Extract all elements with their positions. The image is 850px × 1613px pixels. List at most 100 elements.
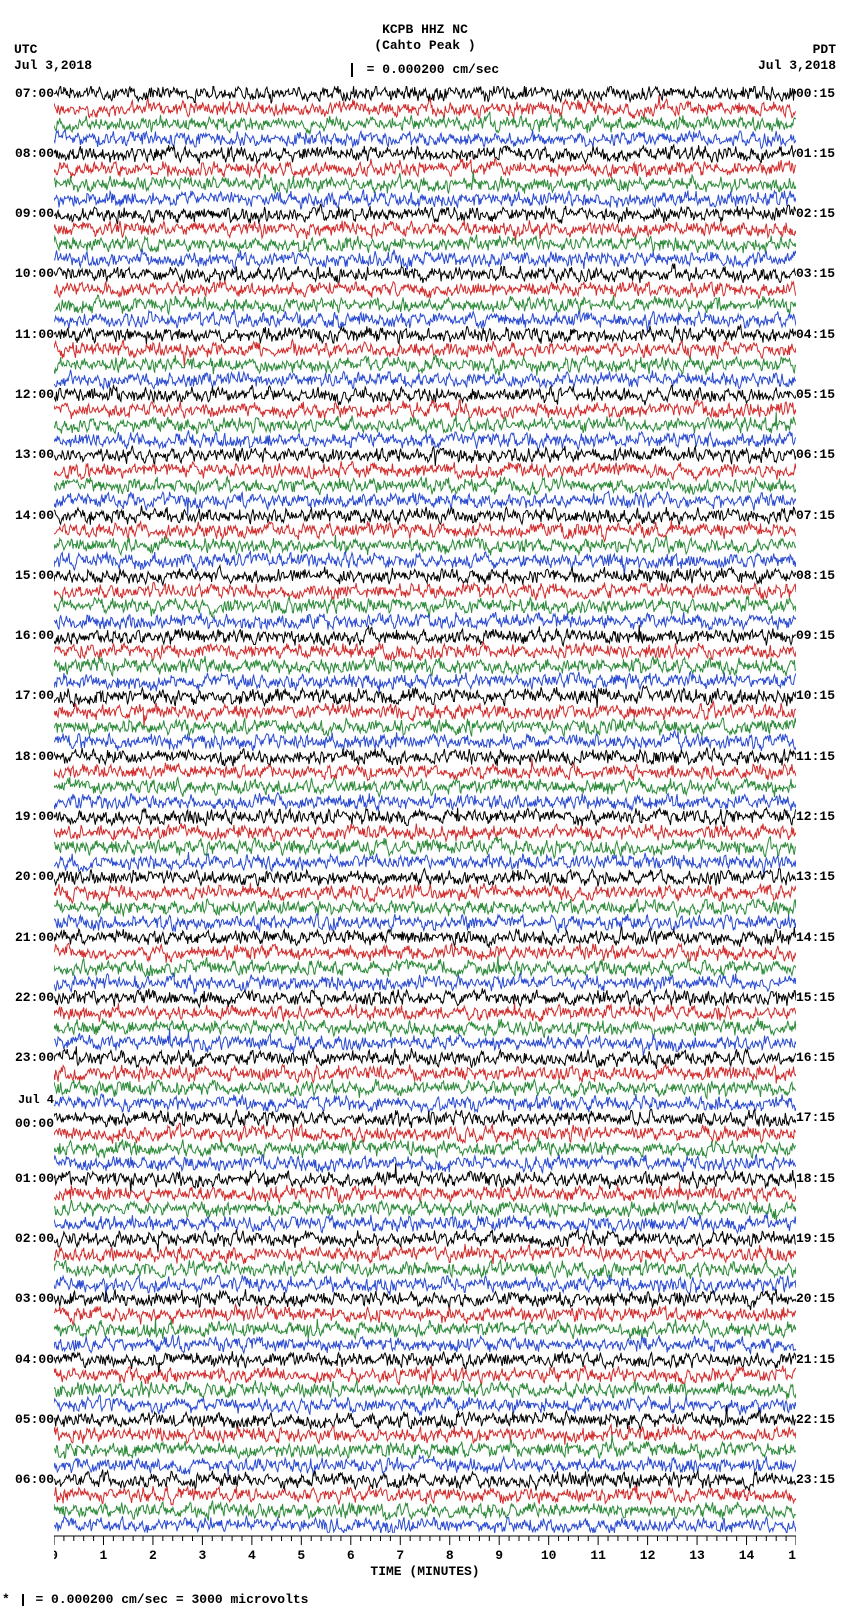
trace-row bbox=[54, 1017, 796, 1037]
trace-row bbox=[54, 309, 796, 332]
utc-time-label: 09:00 bbox=[2, 208, 54, 220]
utc-time-label: 05:00 bbox=[2, 1414, 54, 1426]
trace-row bbox=[54, 1289, 796, 1311]
trace-row bbox=[54, 612, 796, 630]
trace-row bbox=[54, 249, 796, 269]
trace-row bbox=[54, 399, 796, 419]
trace-row bbox=[54, 777, 796, 797]
pdt-time-label: 11:15 bbox=[796, 751, 848, 763]
trace-row bbox=[54, 1046, 796, 1069]
trace-row bbox=[54, 1200, 796, 1221]
x-axis: 0123456789101112131415 TIME (MINUTES) bbox=[54, 1535, 796, 1579]
utc-time-label: 15:00 bbox=[2, 570, 54, 582]
pdt-time-label: 09:15 bbox=[796, 630, 848, 642]
trace-row bbox=[54, 1079, 796, 1099]
trace-row bbox=[54, 1064, 796, 1084]
utc-time-label: 19:00 bbox=[2, 811, 54, 823]
utc-time-label: 21:00 bbox=[2, 932, 54, 944]
pdt-time-label: 03:15 bbox=[796, 268, 848, 280]
utc-time-label: 06:00 bbox=[2, 1474, 54, 1486]
date-rollover-label: Jul 4 bbox=[2, 1094, 54, 1106]
trace-row bbox=[54, 190, 796, 210]
trace-row bbox=[54, 1182, 796, 1203]
utc-time-label: 02:00 bbox=[2, 1233, 54, 1245]
pdt-time-label: 15:15 bbox=[796, 992, 848, 1004]
pdt-time-label: 12:15 bbox=[796, 811, 848, 823]
x-axis-title: TIME (MINUTES) bbox=[54, 1564, 796, 1579]
utc-time-label: 13:00 bbox=[2, 449, 54, 461]
trace-row bbox=[54, 943, 796, 963]
trace-row bbox=[54, 914, 796, 933]
trace-row bbox=[54, 552, 796, 578]
x-tick-label: 4 bbox=[248, 1548, 256, 1563]
footer-scale-note: * = 0.000200 cm/sec = 3000 microvolts bbox=[2, 1592, 308, 1607]
pdt-time-label: 05:15 bbox=[796, 389, 848, 401]
trace-row bbox=[54, 808, 796, 827]
trace-row bbox=[54, 325, 796, 344]
trace-row bbox=[54, 220, 796, 245]
trace-row bbox=[54, 130, 796, 148]
trace-row bbox=[54, 1365, 796, 1385]
x-tick-label: 11 bbox=[590, 1548, 606, 1563]
pdt-time-label: 06:15 bbox=[796, 449, 848, 461]
footer-scale-text: = 0.000200 cm/sec = 3000 microvolts bbox=[35, 1592, 308, 1607]
pdt-time-label: 22:15 bbox=[796, 1414, 848, 1426]
pdt-time-labels: 00:1501:1502:1503:1504:1505:1506:1507:15… bbox=[796, 86, 848, 1533]
utc-time-label: 20:00 bbox=[2, 871, 54, 883]
x-tick-label: 1 bbox=[100, 1548, 108, 1563]
trace-row bbox=[54, 281, 796, 299]
trace-row bbox=[54, 385, 796, 405]
date-left: Jul 3,2018 bbox=[14, 58, 92, 73]
footer-bar-icon bbox=[22, 1594, 24, 1606]
utc-time-label: Jul 400:00 bbox=[2, 1106, 54, 1130]
helicorder-plot bbox=[54, 86, 796, 1533]
x-tick-label: 12 bbox=[640, 1548, 656, 1563]
pdt-time-label: 02:15 bbox=[796, 208, 848, 220]
utc-time-labels: 07:0008:0009:0010:0011:0012:0013:0014:00… bbox=[2, 86, 54, 1533]
trace-row bbox=[54, 625, 796, 646]
trace-row bbox=[54, 430, 796, 450]
trace-row bbox=[54, 295, 796, 314]
x-tick-label: 13 bbox=[689, 1548, 705, 1563]
trace-row bbox=[54, 582, 796, 600]
trace-row bbox=[54, 566, 796, 585]
x-tick-label: 7 bbox=[396, 1548, 404, 1563]
trace-row bbox=[54, 264, 796, 285]
pdt-time-label: 01:15 bbox=[796, 148, 848, 160]
pdt-time-label: 13:15 bbox=[796, 871, 848, 883]
pdt-time-label: 08:15 bbox=[796, 570, 848, 582]
trace-row bbox=[54, 1213, 796, 1232]
x-tick-label: 14 bbox=[739, 1548, 755, 1563]
trace-row bbox=[54, 235, 796, 254]
station-subtitle: (Cahto Peak ) bbox=[0, 38, 850, 53]
utc-time-label: 08:00 bbox=[2, 148, 54, 160]
trace-row bbox=[54, 758, 796, 781]
trace-row bbox=[54, 1137, 796, 1159]
helicorder-traces bbox=[54, 86, 796, 1533]
trace-row bbox=[54, 1455, 796, 1476]
utc-time-label: 01:00 bbox=[2, 1173, 54, 1185]
trace-row bbox=[54, 956, 796, 977]
trace-row bbox=[54, 370, 796, 389]
trace-row bbox=[54, 204, 796, 224]
trace-row bbox=[54, 446, 796, 466]
trace-row bbox=[54, 1335, 796, 1354]
x-tick-label: 15 bbox=[788, 1548, 796, 1563]
pdt-time-label: 14:15 bbox=[796, 932, 848, 944]
x-axis-ticks: 0123456789101112131415 bbox=[54, 1535, 796, 1563]
trace-row bbox=[54, 793, 796, 811]
trace-row bbox=[54, 899, 796, 917]
pdt-time-label: 04:15 bbox=[796, 329, 848, 341]
x-tick-label: 3 bbox=[198, 1548, 206, 1563]
trace-row bbox=[54, 656, 796, 676]
utc-time-label: 18:00 bbox=[2, 751, 54, 763]
utc-time-label: 10:00 bbox=[2, 268, 54, 280]
tz-left: UTC bbox=[14, 42, 37, 57]
trace-row bbox=[54, 95, 796, 119]
trace-row bbox=[54, 988, 796, 1007]
trace-row bbox=[54, 171, 796, 194]
pdt-time-label: 21:15 bbox=[796, 1354, 848, 1366]
trace-row bbox=[54, 1305, 796, 1325]
utc-time-label: 04:00 bbox=[2, 1354, 54, 1366]
trace-row bbox=[54, 112, 796, 134]
